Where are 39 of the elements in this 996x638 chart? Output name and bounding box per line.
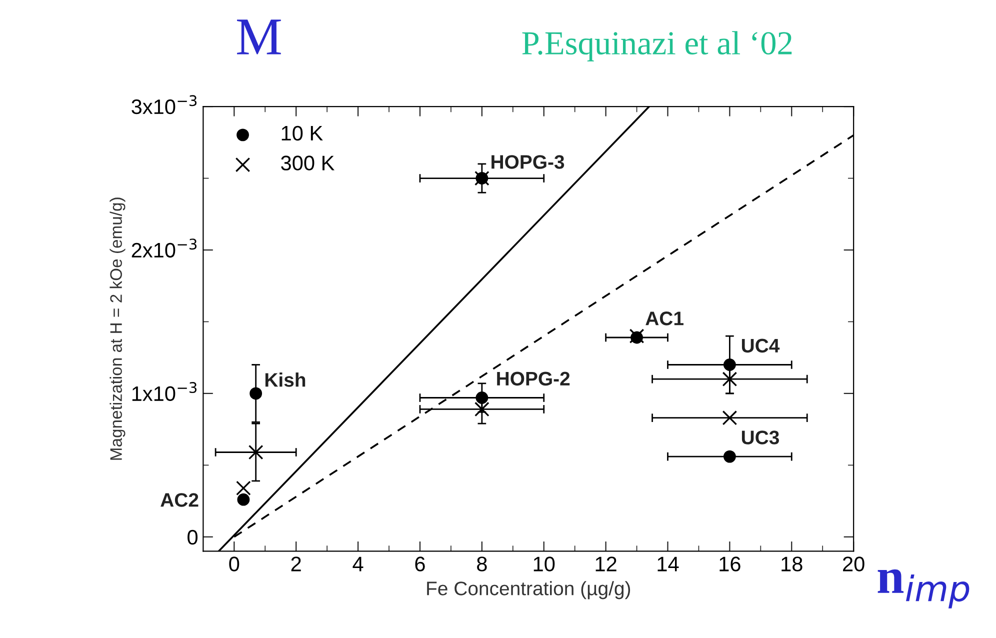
x-axis-title: Fe Concentration (µg/g)	[427, 581, 630, 600]
annotation: HOPG-2	[497, 372, 570, 386]
y-tick-label: 1x10$^{−3}$	[132, 382, 197, 402]
annotation: AC1	[646, 312, 684, 326]
chart-title: M	[237, 20, 281, 54]
annotation: AC2	[160, 493, 198, 507]
x-tick-label: 14	[658, 556, 679, 572]
x-tick-label: 20	[843, 556, 864, 572]
point	[248, 444, 264, 460]
point	[476, 392, 488, 404]
legend-label: 300 K	[281, 156, 334, 170]
point	[722, 410, 738, 426]
text: P.Esquinazi et al ‘02	[522, 31, 792, 62]
legend-label: 10 K	[282, 126, 323, 141]
y-tick-label: 0	[188, 530, 198, 545]
x-tick-label: 10	[534, 556, 555, 572]
x-tick-label: 16	[720, 556, 740, 572]
annotation: UC3	[742, 430, 779, 444]
x-tick-label: 6	[415, 556, 425, 572]
x-tick-label: 8	[477, 556, 487, 572]
annotation: Kish	[265, 372, 306, 387]
x-tick-label: 4	[352, 556, 364, 572]
point	[723, 450, 736, 463]
x-tick-label: 0	[229, 556, 240, 572]
y-axis-title: Magnetization at H = 2 kOe (emu/g)	[110, 198, 126, 460]
x-tick-label: 12	[596, 556, 616, 572]
point	[474, 402, 490, 417]
point	[722, 372, 738, 387]
annotation: HOPG-3	[492, 155, 564, 169]
y-tick-label: 3x10$^{−3}$	[132, 95, 197, 114]
point	[250, 387, 262, 400]
point	[236, 480, 251, 496]
point	[237, 493, 250, 506]
annotation: UC4	[742, 338, 780, 353]
point	[723, 358, 736, 371]
y-tick-label: 2x10$^{−3}$	[132, 238, 197, 258]
x-tick-label: 18	[782, 556, 802, 572]
x-tick-label: 2	[291, 556, 301, 572]
text: n$_{imp}$	[878, 569, 970, 608]
